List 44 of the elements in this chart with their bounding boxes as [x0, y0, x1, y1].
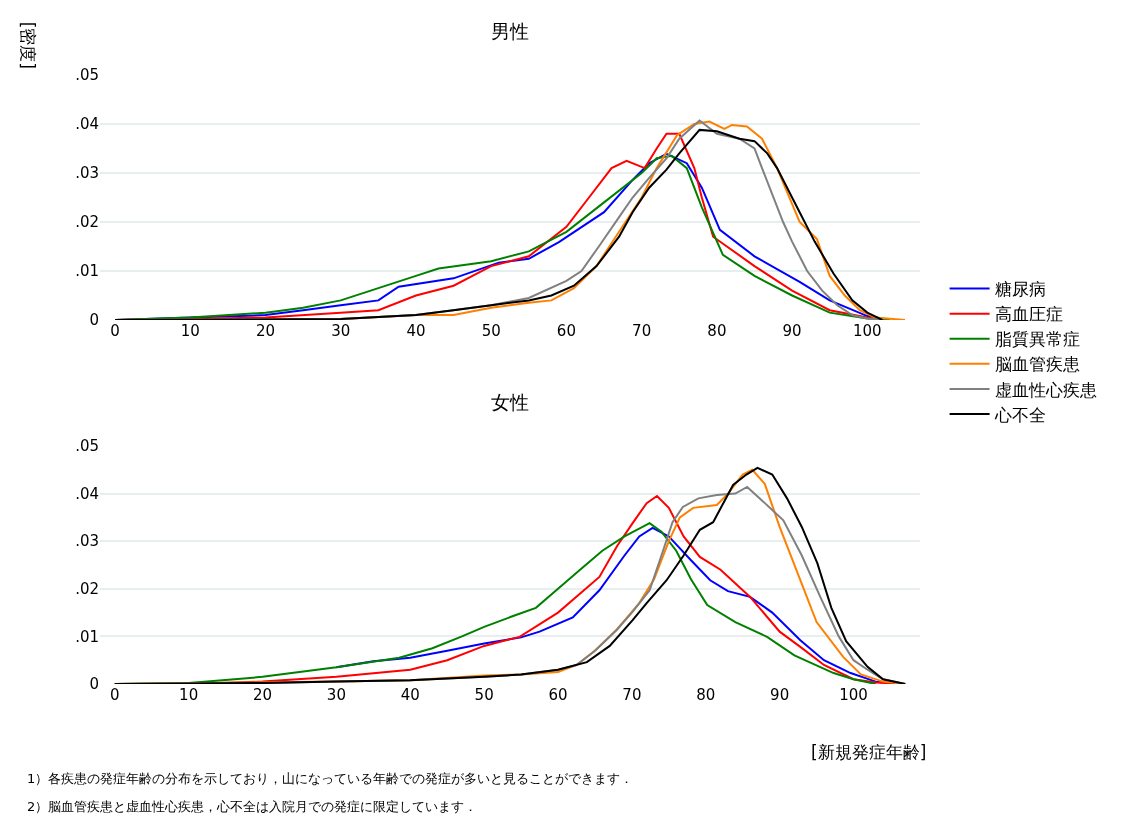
chart-title: 男性	[491, 19, 529, 42]
y-tick-label: .05	[75, 66, 99, 85]
x-tick-label: 50	[481, 322, 501, 340]
x-tick-label: 20	[252, 686, 273, 704]
y-tick-label: .01	[75, 262, 99, 281]
x-tick-label: 10	[179, 686, 199, 704]
y-tick-label: .02	[75, 580, 99, 599]
x-tick-label: 30	[331, 322, 351, 340]
y-tick-label: .03	[75, 164, 99, 183]
y-axis-title: [密度]	[18, 21, 39, 69]
x-tick-label: 70	[632, 322, 652, 340]
x-tick-label: 70	[622, 686, 642, 704]
x-tick-label: 80	[707, 322, 727, 340]
x-tick-label: 20	[255, 322, 276, 340]
legend-label: 高血圧症	[994, 304, 1063, 325]
x-tick-label: 40	[400, 686, 420, 704]
y-tick-label: .04	[75, 484, 99, 503]
x-tick-label: 100	[839, 686, 868, 704]
y-tick-label: .02	[75, 213, 99, 232]
x-axis-title: [新規発症年齢]	[811, 742, 927, 762]
y-tick-label: .04	[75, 115, 99, 134]
text: 1）各疾患の発症年齢の分布を示しており，山になっている年齢での発症が多いと見ることができます．	[27, 771, 634, 786]
legend-label: 脂質異常症	[994, 329, 1080, 350]
x-tick-label: 60	[556, 322, 576, 340]
x-tick-label: 50	[474, 686, 494, 704]
x-tick-label: 40	[406, 322, 426, 340]
y-tick-label: .03	[75, 532, 99, 551]
x-tick-label: 90	[782, 322, 802, 340]
legend-label: 心不全	[993, 404, 1046, 425]
legend-label: 虚血性心疾患	[994, 379, 1097, 400]
y-tick-label: .05	[75, 437, 99, 456]
text: 2）脳血管疾患と虚血性心疾患，心不全は入院月での発症に限定しています．	[27, 799, 478, 814]
legend-label: 糖尿病	[994, 279, 1046, 300]
chart-title: 女性	[491, 390, 529, 413]
x-tick-label: 0	[110, 322, 120, 340]
x-tick-label: 0	[110, 686, 120, 704]
y-tick-label: .01	[75, 627, 99, 646]
x-tick-label: 30	[326, 686, 346, 704]
x-tick-label: 60	[548, 686, 568, 704]
x-tick-label: 80	[696, 686, 716, 704]
legend-label: 脳血管疾患	[994, 354, 1080, 375]
x-tick-label: 100	[853, 322, 882, 340]
x-tick-label: 90	[770, 686, 790, 704]
x-tick-label: 10	[180, 322, 200, 340]
